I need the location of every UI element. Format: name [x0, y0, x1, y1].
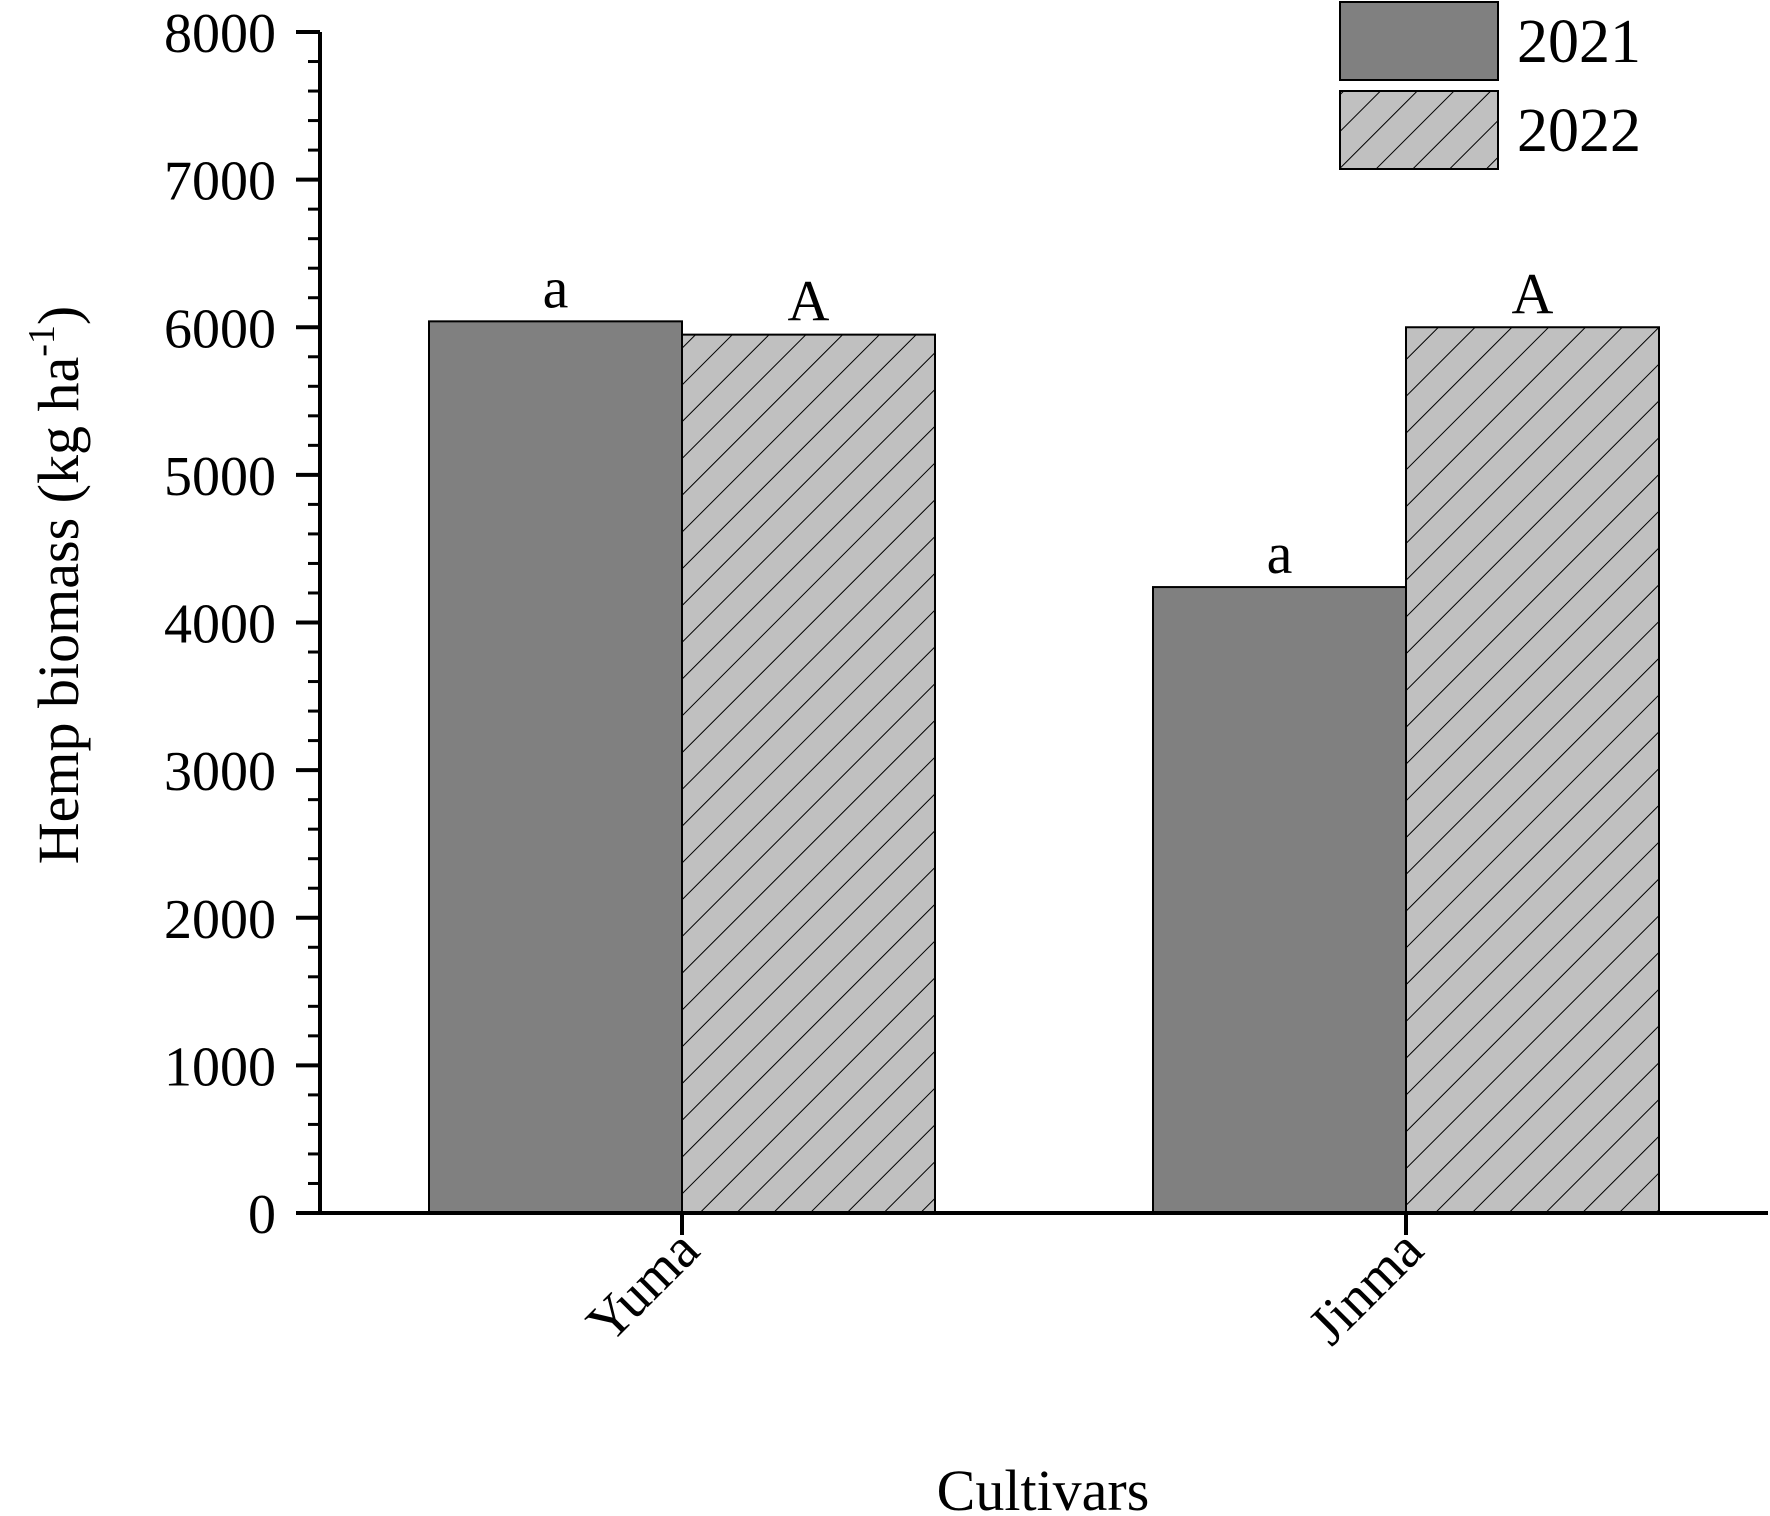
- y-ticks: 0 1000 2000 3000 4000 5000 6000 7000 8000: [164, 3, 320, 1246]
- legend-label: 2021: [1517, 8, 1641, 76]
- y-tick-label: 3000: [164, 741, 276, 803]
- y-tick-label: 8000: [164, 3, 276, 65]
- x-axis: Yuma Jinma: [296, 1211, 1768, 1357]
- y-tick-label: 4000: [164, 594, 276, 656]
- y-tick-label: 0: [248, 1184, 276, 1246]
- y-axis: 0 1000 2000 3000 4000 5000 6000 7000 8000: [164, 3, 322, 1246]
- bar-jinma-2022: [1405, 326, 1660, 1214]
- bar-yuma-2022: [681, 333, 936, 1215]
- bars-group: [428, 320, 1660, 1215]
- bar-significance-label: A: [788, 269, 830, 334]
- y-tick-label: 2000: [164, 889, 276, 951]
- bar-jinma-2021: [1152, 586, 1407, 1214]
- bar-yuma-2021: [428, 320, 683, 1215]
- legend-label: 2022: [1517, 97, 1641, 165]
- bar-significance-label: a: [1267, 521, 1293, 586]
- y-tick-label: 7000: [164, 151, 276, 213]
- legend-swatch-2021: [1339, 1, 1499, 81]
- y-tick-label: 5000: [164, 446, 276, 508]
- legend-swatch-2022: [1339, 90, 1499, 170]
- y-axis-title: Hemp biomass (kg ha-1): [21, 306, 91, 864]
- bar-significance-label: a: [543, 255, 569, 320]
- y-tick-label: 1000: [164, 1036, 276, 1098]
- bar-letter-labels: a Aa A: [543, 255, 1554, 586]
- legend: 2021 2022: [1339, 1, 1641, 170]
- x-ticks: Yuma Jinma: [575, 1213, 1435, 1357]
- y-tick-label: 6000: [164, 298, 276, 360]
- bar-significance-label: A: [1512, 261, 1554, 326]
- x-category-label: Jinma: [1297, 1218, 1436, 1357]
- x-axis-title: Cultivars: [937, 1458, 1150, 1516]
- x-category-label: Yuma: [575, 1218, 711, 1354]
